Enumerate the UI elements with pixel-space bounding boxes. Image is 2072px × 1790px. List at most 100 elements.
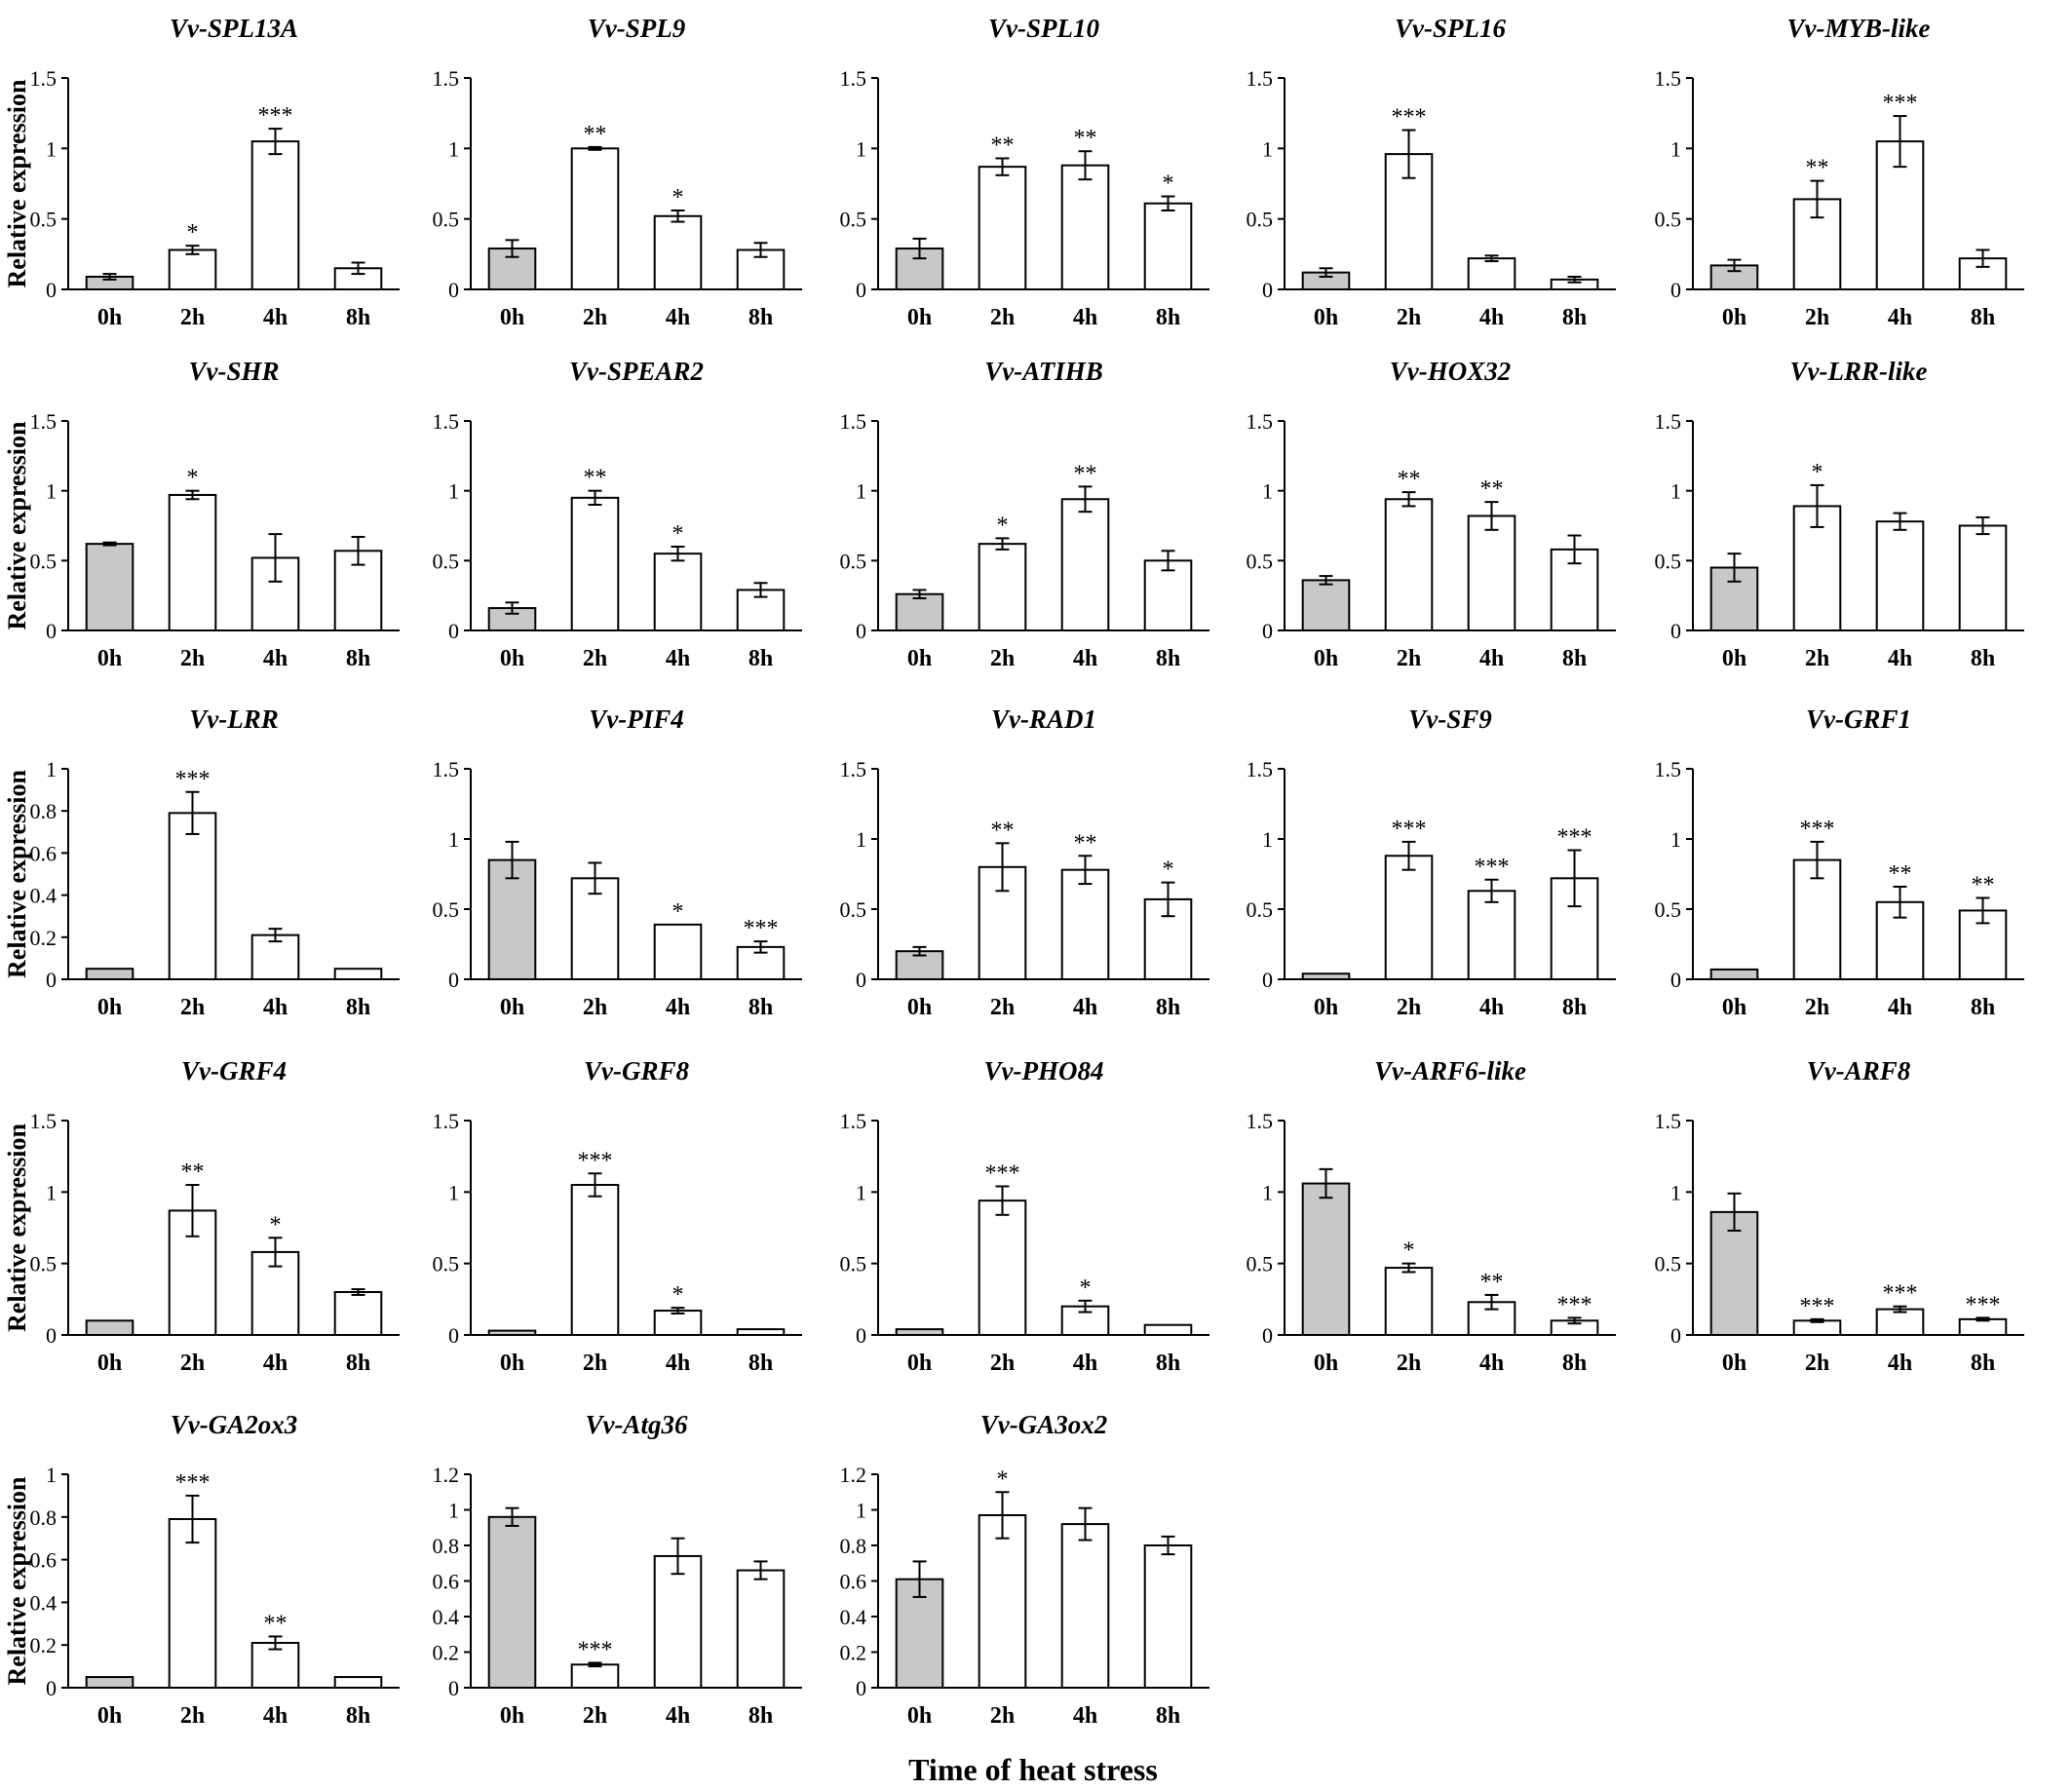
x-tick-label: 2h <box>990 1703 1015 1729</box>
y-tick-label: 1.5 <box>433 1109 460 1133</box>
x-tick-label: 2h <box>583 646 607 671</box>
x-tick-label: 4h <box>1888 995 1912 1020</box>
y-tick-label: 1 <box>1262 1180 1273 1204</box>
x-tick-label: 2h <box>990 305 1015 330</box>
y-tick-label: 1.5 <box>30 66 58 91</box>
significance-marker: ** <box>264 1611 288 1636</box>
bar <box>168 812 217 980</box>
y-tick-label: 0 <box>1262 619 1273 643</box>
y-tick-label: 1 <box>856 136 866 161</box>
x-tick-label: 2h <box>180 995 205 1020</box>
bar <box>570 496 620 632</box>
significance-marker: ** <box>991 133 1015 158</box>
significance-marker: *** <box>1800 1294 1835 1319</box>
y-tick-label: 0 <box>1670 278 1681 302</box>
significance-marker: ** <box>1074 126 1097 151</box>
y-tick-label: 0 <box>856 1676 866 1700</box>
y-tick-label: 0.5 <box>433 1252 460 1276</box>
y-tick-label: 0 <box>1262 1323 1273 1348</box>
bar <box>1060 498 1110 631</box>
significance-marker: *** <box>1557 825 1592 851</box>
x-tick-label: 4h <box>1479 1351 1504 1376</box>
y-tick-label: 1 <box>856 479 866 504</box>
x-tick-label: 2h <box>180 305 205 330</box>
chart-title: Vv-LRR-like <box>1790 357 1928 386</box>
y-axis-label: Relative expression <box>3 769 31 978</box>
y-tick-label: 0 <box>856 1323 866 1348</box>
y-tick-label: 0.5 <box>1247 549 1274 573</box>
significance-marker: * <box>187 220 199 246</box>
y-tick-label: 0.5 <box>1247 897 1274 922</box>
y-tick-label: 1.5 <box>433 66 460 91</box>
y-axis-label: Relative expression <box>3 79 31 288</box>
y-tick-label: 1.5 <box>1247 757 1274 781</box>
significance-marker: *** <box>1392 817 1427 842</box>
x-tick-label: 4h <box>263 305 288 330</box>
bar <box>1958 524 2008 631</box>
bar <box>653 1554 703 1689</box>
y-tick-label: 0.8 <box>30 799 58 823</box>
y-tick-label: 0.8 <box>840 1534 867 1558</box>
x-tick-label: 8h <box>1971 305 1995 330</box>
bar <box>1467 890 1516 981</box>
bar <box>1301 579 1351 632</box>
x-tick-label: 4h <box>1479 995 1504 1020</box>
significance-marker: *** <box>1392 105 1427 131</box>
x-tick-label: 2h <box>180 1703 205 1729</box>
y-tick-label: 1.5 <box>1247 1109 1274 1133</box>
y-tick-label: 1.5 <box>1247 409 1274 434</box>
y-tick-label: 1 <box>448 827 459 852</box>
y-tick-label: 1 <box>1670 827 1681 852</box>
y-tick-label: 0.2 <box>30 1633 58 1657</box>
chart-panel: Vv-ATIHB 0 0.5 1 1.5 0h * 2h ** 4h 8h <box>840 357 1209 671</box>
y-tick-label: 0 <box>1670 1323 1681 1348</box>
y-axis-label: Relative expression <box>3 421 31 630</box>
x-tick-label: 0h <box>1722 646 1746 671</box>
x-tick-label: 0h <box>907 305 932 330</box>
y-tick-label: 0.2 <box>30 926 58 950</box>
y-tick-label: 0 <box>46 619 57 643</box>
x-tick-label: 8h <box>1971 646 1995 671</box>
y-tick-label: 0 <box>46 968 57 992</box>
significance-marker: *** <box>1800 817 1835 842</box>
bar <box>895 248 944 290</box>
bar <box>1143 1544 1193 1689</box>
y-tick-label: 0.5 <box>1247 1252 1274 1276</box>
x-tick-label: 0h <box>500 1351 524 1376</box>
x-tick-label: 0h <box>1314 305 1338 330</box>
y-tick-label: 1 <box>1262 479 1273 504</box>
y-tick-label: 1 <box>46 136 57 161</box>
x-tick-label: 0h <box>1722 995 1746 1020</box>
bar <box>978 1200 1027 1336</box>
y-tick-label: 1.2 <box>840 1463 867 1487</box>
x-tick-label: 2h <box>1805 1351 1829 1376</box>
x-tick-label: 8h <box>1156 1703 1180 1729</box>
bar <box>895 592 944 632</box>
x-tick-label: 2h <box>180 646 205 671</box>
x-tick-label: 0h <box>500 305 524 330</box>
bar <box>333 968 383 981</box>
chart-panel: Vv-GA3ox2 0 0.2 0.4 0.6 0.8 1 1.2 0h * 2h 4h 8h <box>840 1410 1209 1729</box>
significance-marker: ** <box>1480 1270 1504 1295</box>
y-tick-label: 0.5 <box>30 208 58 232</box>
y-tick-label: 0.5 <box>433 897 460 922</box>
x-tick-label: 8h <box>1562 995 1587 1020</box>
significance-marker: *** <box>1883 91 1918 116</box>
chart-panel: Vv-SPL9 0 0.5 1 1.5 0h ** 2h * 4h 8h <box>433 14 802 330</box>
x-tick-label: 8h <box>1562 1351 1587 1376</box>
x-tick-label: 8h <box>748 1703 773 1729</box>
x-tick-label: 2h <box>583 1703 607 1729</box>
chart-panel: Vv-MYB-like 0 0.5 1 1.5 0h ** 2h *** 4h 8h <box>1655 14 2024 330</box>
y-tick-label: 1 <box>1670 136 1681 161</box>
bar <box>487 1515 537 1690</box>
chart-title: Vv-SHR <box>188 357 279 386</box>
x-tick-label: 0h <box>97 305 122 330</box>
significance-marker: ** <box>1889 861 1912 887</box>
significance-marker: *** <box>578 1637 613 1662</box>
bar <box>1467 514 1516 632</box>
x-tick-label: 8h <box>1156 995 1180 1020</box>
bar <box>570 877 620 981</box>
chart-panel: Vv-SPL10 0 0.5 1 1.5 0h ** 2h ** 4h * 8h <box>840 14 1209 330</box>
